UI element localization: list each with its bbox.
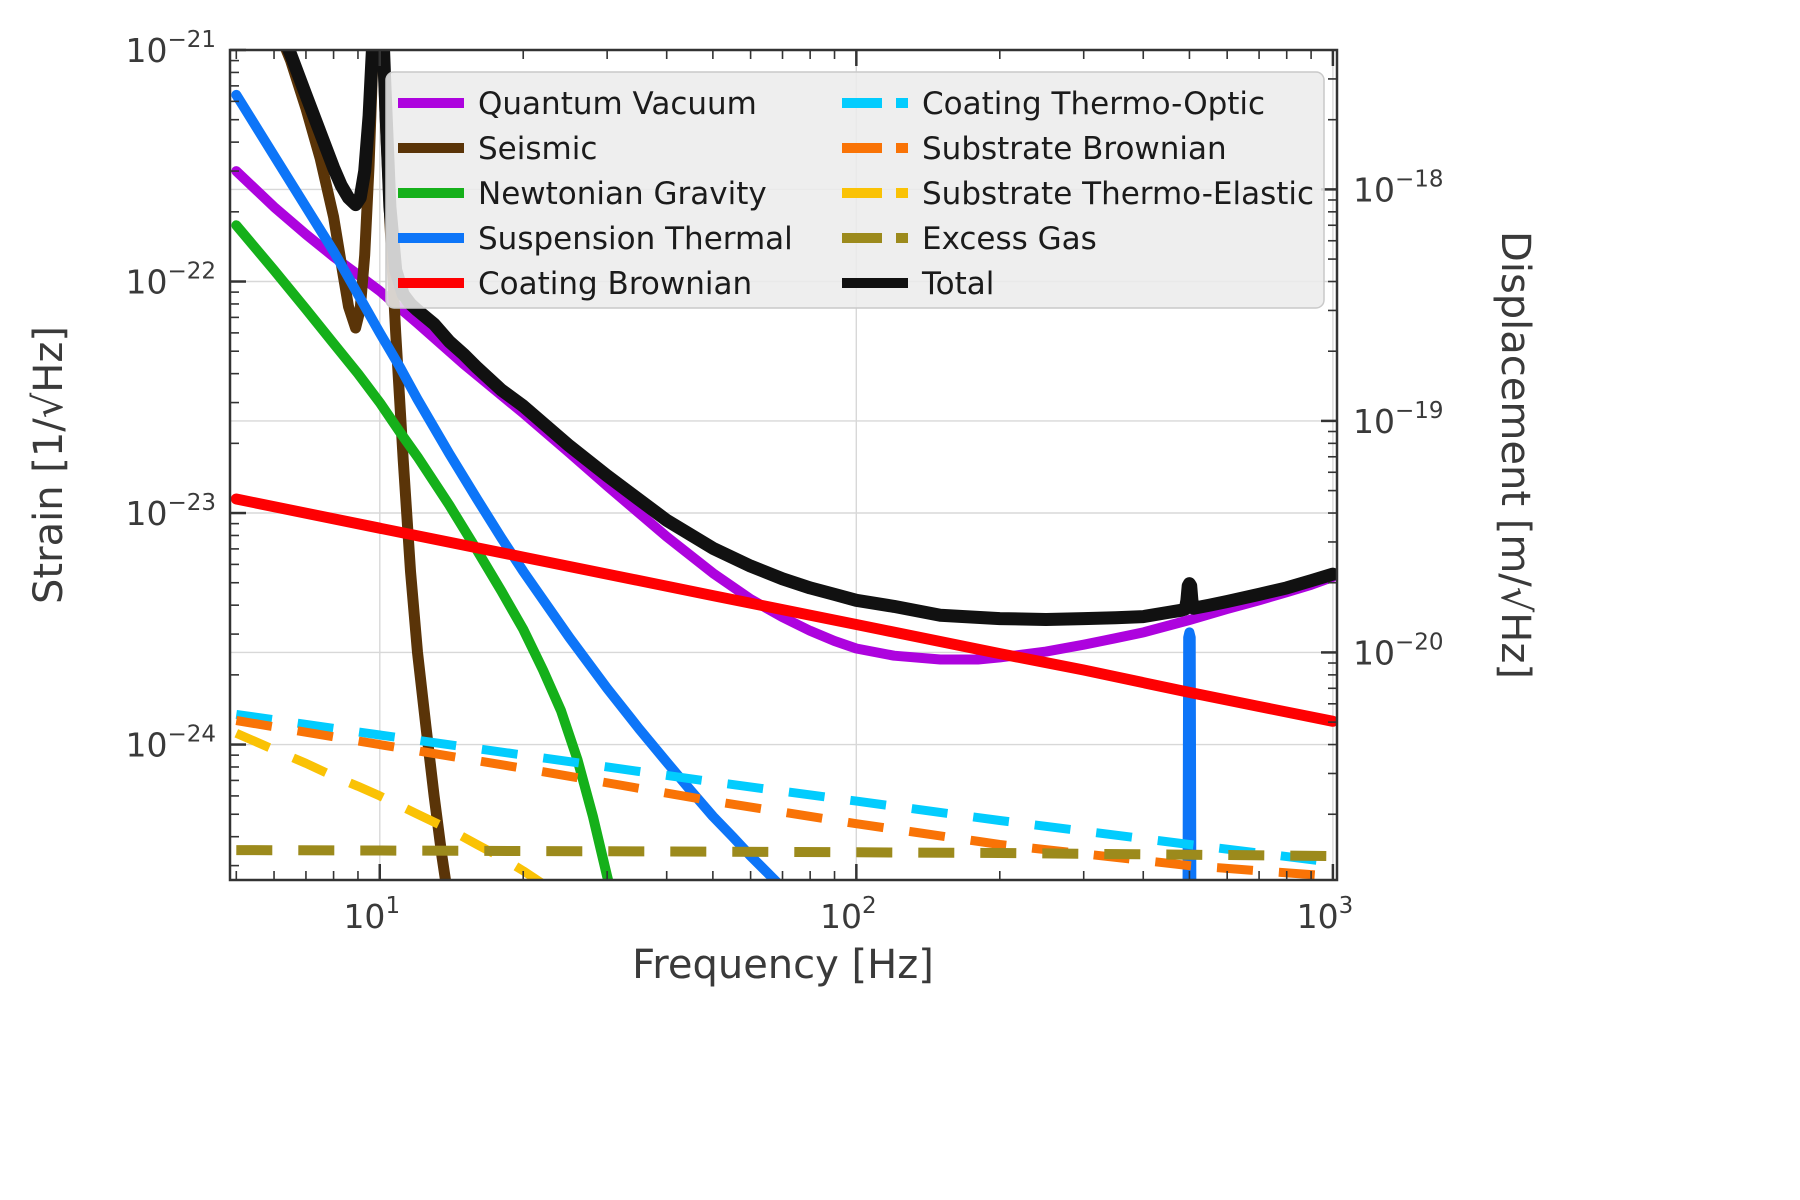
plot-frame <box>228 48 1339 882</box>
tick-label: 10−23 <box>125 490 216 533</box>
tick-label: 10−18 <box>1353 166 1444 209</box>
series-total <box>281 50 1337 626</box>
tick-labels: 10−21 10−22 10−23 10−24 10−18 10−19 10−20 101 10… <box>125 27 1443 936</box>
legend: Quantum Vacuum Seismic Newtonian Gravity Su… <box>385 71 1325 309</box>
legend-label-coating-thermo-optic: Coating Thermo-Optic <box>922 86 1265 122</box>
series-suspension-thermal <box>231 89 1197 880</box>
series-seismic <box>280 50 452 880</box>
tick-label: 10−24 <box>125 722 216 765</box>
legend-label-coating-brownian: Coating Brownian <box>478 266 752 302</box>
axes-frame <box>228 48 1339 882</box>
legend-label-substrate-brownian: Substrate Brownian <box>922 131 1227 167</box>
tick-label: 10−20 <box>1353 629 1444 672</box>
legend-label-quantum-vacuum: Quantum Vacuum <box>478 86 757 122</box>
x-axis-label: Frequency [Hz] <box>632 942 934 988</box>
legend-label-newtonian-gravity: Newtonian Gravity <box>478 176 767 212</box>
series-coating-brownian <box>230 493 1337 727</box>
series-substrate-brownian <box>235 716 1334 880</box>
y-axis-label-right: Displacement [m/√Hz] <box>1492 231 1538 679</box>
tick-label: 103 <box>1297 893 1354 936</box>
series-substrate-thermo-elastic <box>234 729 546 880</box>
legend-label-suspension-thermal: Suspension Thermal <box>478 221 793 257</box>
tick-label: 10−21 <box>125 27 216 70</box>
series-newtonian-gravity <box>231 220 614 880</box>
tick-label: 102 <box>820 893 877 936</box>
legend-label-substrate-thermo-elastic: Substrate Thermo-Elastic <box>922 176 1314 212</box>
tick-label: 101 <box>343 893 400 936</box>
tick-label: 10−22 <box>125 259 216 302</box>
legend-label-seismic: Seismic <box>478 131 597 167</box>
tick-label: 10−19 <box>1353 398 1444 441</box>
series-excess-gas <box>236 845 1333 861</box>
legend-label-excess-gas: Excess Gas <box>922 221 1097 257</box>
series-coating-thermo-optic <box>235 709 1334 867</box>
legend-label-total: Total <box>921 266 994 302</box>
y-axis-label-left: Strain [1/√Hz] <box>26 326 72 604</box>
